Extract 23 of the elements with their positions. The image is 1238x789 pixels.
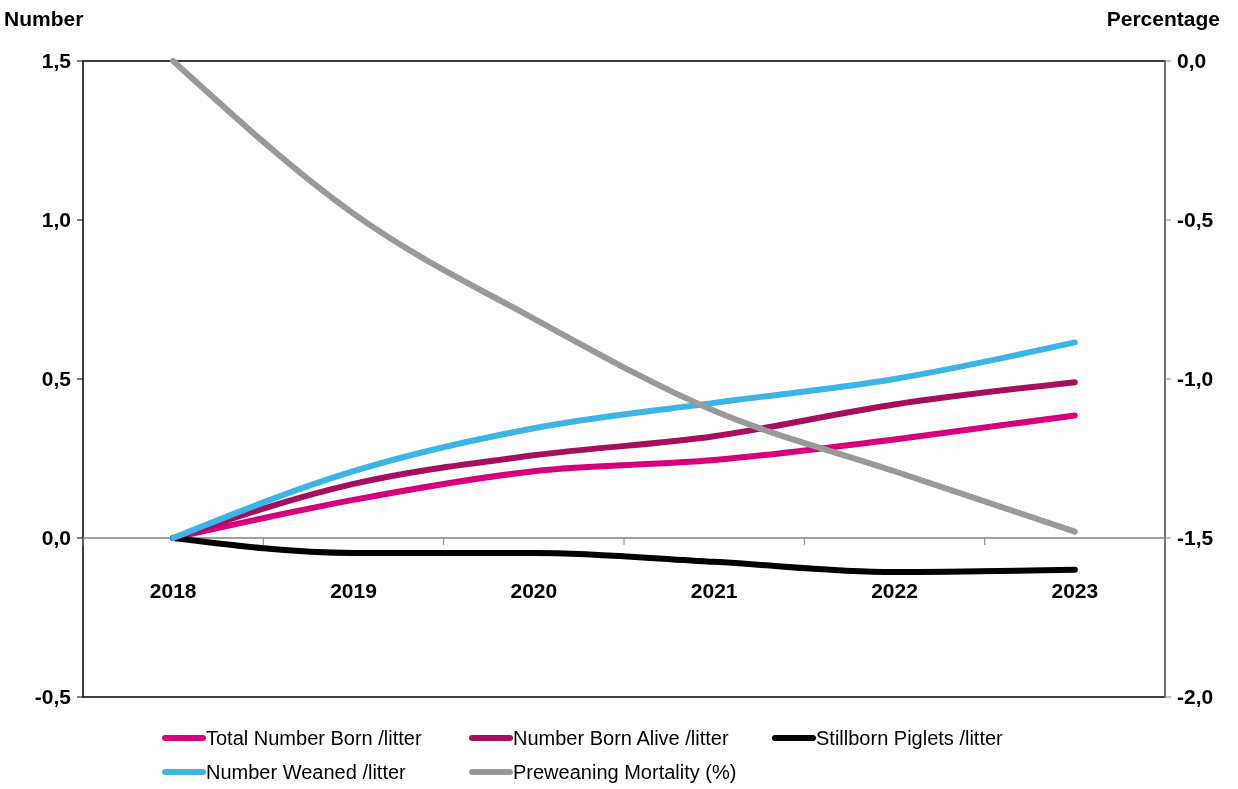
x-tick-label: 2019 xyxy=(330,579,377,602)
x-tick-label: 2022 xyxy=(871,579,918,602)
y-tick-label: 1,0 xyxy=(41,208,71,232)
y-tick-label: -0,5 xyxy=(34,685,72,709)
y2-tick-label: -0,5 xyxy=(1177,208,1214,232)
legend-label: Total Number Born /litter xyxy=(206,727,422,749)
legend-label: Stillborn Piglets /litter xyxy=(816,727,1004,749)
x-tick-label: 2020 xyxy=(510,579,558,602)
y-tick-label: 1,5 xyxy=(41,49,72,73)
y-tick-label: 0,5 xyxy=(41,367,72,391)
x-tick-label: 2021 xyxy=(690,579,738,602)
y2-tick-label: -2,0 xyxy=(1177,685,1214,709)
legend-label: Number Weaned /litter xyxy=(206,761,407,783)
x-tick-label: 2023 xyxy=(1051,579,1099,602)
y2-axis-title: Percentage xyxy=(1106,7,1220,30)
y-axis-title: Number xyxy=(4,7,84,30)
y2-tick-label: 0,0 xyxy=(1177,49,1207,73)
legend-label: Preweaning Mortality (%) xyxy=(513,761,737,783)
x-tick-label: 2018 xyxy=(149,579,197,602)
y-tick-label: 0,0 xyxy=(41,526,71,550)
legend-label: Number Born Alive /litter xyxy=(513,727,729,749)
y2-tick-label: -1,5 xyxy=(1177,526,1214,550)
y2-tick-label: -1,0 xyxy=(1177,367,1214,391)
